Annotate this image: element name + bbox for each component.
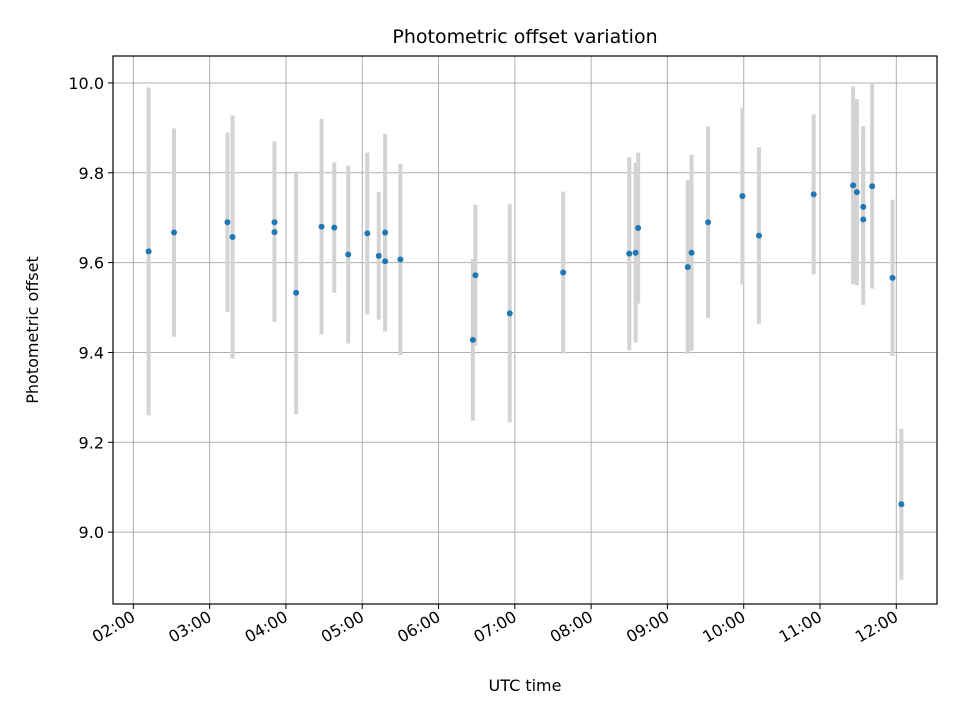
data-point	[860, 203, 867, 210]
data-point	[472, 272, 479, 279]
y-tick-label: 9.2	[79, 433, 104, 452]
data-point	[688, 249, 695, 256]
data-point	[331, 224, 338, 231]
x-tick-label: 06:00	[394, 607, 443, 647]
x-tick-label: 04:00	[242, 607, 291, 647]
x-tick-label: 08:00	[547, 607, 596, 647]
y-axis: 9.0 9.2 9.4 9.6 9.8 10.0	[68, 74, 113, 542]
x-axis: 02:00 03:00 04:00 05:00 06:00 07:00 08:00 09:00…	[89, 604, 901, 647]
data-point	[229, 234, 236, 241]
x-tick-label: 12:00	[852, 607, 901, 647]
data-point	[853, 189, 860, 196]
data-point	[382, 258, 389, 265]
y-tick-label: 9.6	[79, 254, 104, 273]
data-points	[145, 182, 905, 508]
y-tick-label: 9.4	[79, 343, 104, 362]
y-tick-label: 9.0	[79, 523, 104, 542]
data-point	[850, 182, 857, 189]
data-point	[506, 310, 513, 317]
data-point	[224, 219, 231, 226]
data-point	[632, 249, 639, 256]
data-point	[145, 248, 152, 255]
x-tick-label: 09:00	[623, 607, 672, 647]
data-point	[560, 269, 567, 276]
data-point	[755, 232, 762, 239]
data-point	[271, 229, 278, 236]
data-point	[626, 250, 633, 257]
error-bars	[146, 83, 904, 580]
data-point	[469, 336, 476, 343]
data-point	[318, 223, 325, 230]
y-tick-label: 9.8	[79, 164, 104, 183]
plot-frame	[112, 55, 938, 605]
y-tick-label: 10.0	[68, 74, 104, 93]
x-axis-label: UTC time	[489, 676, 562, 695]
data-point	[705, 219, 712, 226]
x-tick-label: 05:00	[318, 607, 367, 647]
x-tick-label: 11:00	[776, 607, 825, 647]
data-point	[171, 229, 178, 236]
data-point	[898, 501, 905, 508]
data-point	[397, 256, 404, 263]
x-tick-label: 10:00	[699, 607, 748, 647]
data-point	[364, 230, 371, 237]
data-point	[889, 274, 896, 281]
data-point	[382, 229, 389, 236]
data-point	[860, 216, 867, 223]
data-point	[293, 289, 300, 296]
chart-title: Photometric offset variation	[392, 26, 657, 48]
data-point	[869, 183, 876, 190]
x-tick-label: 07:00	[470, 607, 519, 647]
grid	[113, 56, 937, 604]
data-point	[345, 251, 352, 258]
x-tick-label: 03:00	[165, 607, 214, 647]
data-point	[739, 193, 746, 200]
data-point	[635, 225, 642, 232]
y-axis-label: Photometric offset	[23, 256, 42, 404]
data-point	[375, 252, 382, 259]
data-point	[684, 264, 691, 271]
data-point	[271, 219, 278, 226]
data-point	[810, 191, 817, 198]
x-tick-label: 02:00	[89, 607, 138, 647]
